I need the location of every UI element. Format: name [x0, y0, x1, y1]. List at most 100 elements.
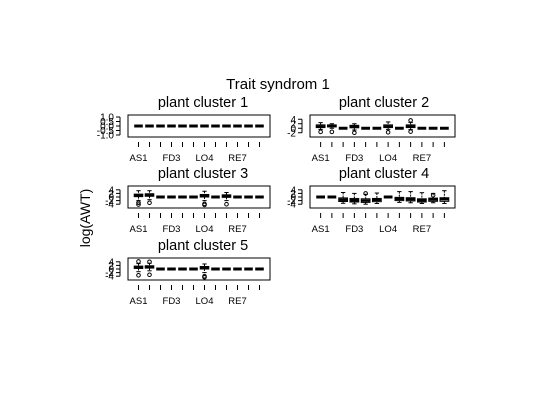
- panels-group: plant cluster 1 -1.0-0.50.00.51.0 AS1 FD3 LO…: [97, 95, 456, 307]
- y-tick-label: 2: [108, 261, 114, 272]
- x-tick-label: RE7: [228, 153, 246, 164]
- figure-ylabel: log(AWT): [77, 189, 93, 248]
- x-tick-label: FD3: [163, 153, 181, 164]
- y-tick-label: -4: [105, 272, 114, 283]
- y-tick-label: -1.0: [97, 131, 115, 142]
- box-outlier: [318, 129, 323, 135]
- box-2: [144, 259, 155, 278]
- box-2: [326, 123, 337, 135]
- y-tick-label: -4: [287, 200, 296, 211]
- y-tick-label: -2: [287, 196, 296, 207]
- box-1: [315, 122, 326, 135]
- box-outlier: [136, 259, 141, 264]
- box-outlier: [329, 129, 335, 135]
- box-11: [428, 192, 439, 204]
- y-tick-label: -2: [287, 128, 296, 139]
- box-outlier: [224, 201, 229, 207]
- x-tick-label: LO4: [196, 296, 214, 307]
- y-tick-label: -2: [105, 268, 114, 279]
- figure-title: Trait syndrom 1: [226, 76, 330, 93]
- x-tick-label: RE7: [413, 224, 431, 235]
- box-10: [416, 192, 427, 204]
- y-tick-label: 0.5: [100, 117, 114, 128]
- box-4: [349, 123, 360, 136]
- x-tick-label: AS1: [312, 224, 330, 235]
- y-tick-label: 4: [108, 257, 114, 268]
- panel-title: plant cluster 5: [158, 238, 248, 254]
- box-9: [221, 192, 232, 207]
- y-tick-label: 4: [108, 185, 114, 196]
- y-tick-label: 4: [290, 185, 296, 196]
- plot-frame: [127, 114, 271, 138]
- y-tick-label: 1.0: [100, 113, 114, 124]
- box-outlier: [408, 129, 413, 134]
- x-tick-label: AS1: [312, 153, 330, 164]
- y-tick-label: 0: [290, 193, 296, 204]
- plot-frame: [127, 185, 271, 209]
- panel-title: plant cluster 3: [158, 166, 248, 182]
- box-outlier: [385, 130, 391, 135]
- box-outlier: [147, 272, 152, 278]
- panel-title: plant cluster 2: [339, 95, 429, 111]
- plot-frame: [309, 114, 456, 138]
- y-tick-label: 2: [108, 189, 114, 200]
- box-8: [394, 191, 405, 203]
- x-tick-label: FD3: [345, 153, 363, 164]
- y-tick-label: -4: [105, 200, 114, 211]
- box-7: [383, 121, 394, 135]
- box-4: [349, 192, 360, 205]
- x-tick-label: AS1: [130, 224, 148, 235]
- box-outlier: [136, 202, 141, 207]
- box-outlier: [363, 191, 368, 196]
- box-outlier: [136, 200, 141, 206]
- box-9: [405, 191, 416, 204]
- y-tick-label: 0: [290, 124, 296, 135]
- panel-title: plant cluster 1: [158, 95, 248, 111]
- x-tick-label: FD3: [163, 224, 181, 235]
- x-tick-label: LO4: [379, 153, 397, 164]
- x-tick-label: LO4: [379, 224, 397, 235]
- box-6: [371, 192, 382, 204]
- y-tick-label: -2: [105, 196, 114, 207]
- box-12: [439, 190, 450, 204]
- y-tick-label: 0: [108, 265, 114, 276]
- box-7: [199, 190, 210, 208]
- box-outlier: [136, 273, 141, 278]
- panel-title: plant cluster 4: [339, 166, 429, 182]
- box-3: [338, 192, 349, 204]
- panel-1: plant cluster 1 -1.0-0.50.00.51.0 AS1 FD3 LO…: [97, 95, 271, 164]
- y-tick-label: 4: [290, 115, 296, 126]
- x-tick-label: LO4: [196, 224, 214, 235]
- x-tick-label: FD3: [345, 224, 363, 235]
- y-tick-label: 2: [290, 119, 296, 130]
- box-outlier: [408, 118, 413, 123]
- box-outlier: [352, 130, 357, 136]
- box-outlier: [430, 192, 436, 198]
- box-7: [199, 263, 210, 280]
- box-5: [360, 191, 371, 205]
- x-tick-label: RE7: [228, 224, 246, 235]
- y-tick-label: 0: [108, 193, 114, 204]
- plot-frame: [309, 185, 456, 209]
- x-tick-label: RE7: [228, 296, 246, 307]
- x-tick-label: AS1: [130, 153, 148, 164]
- box-1: [133, 259, 144, 278]
- y-tick-label: -0.5: [97, 126, 115, 137]
- x-tick-label: FD3: [163, 296, 181, 307]
- box-2: [144, 190, 155, 206]
- box-9: [405, 118, 416, 134]
- x-tick-label: AS1: [130, 296, 148, 307]
- y-tick-label: 0.0: [100, 122, 114, 133]
- x-tick-label: RE7: [413, 153, 431, 164]
- box-outlier: [202, 202, 207, 208]
- box-outlier: [147, 259, 152, 265]
- y-tick-label: 2: [290, 189, 296, 200]
- x-tick-label: LO4: [196, 153, 214, 164]
- plot-frame: [127, 257, 271, 281]
- box-1: [133, 190, 144, 207]
